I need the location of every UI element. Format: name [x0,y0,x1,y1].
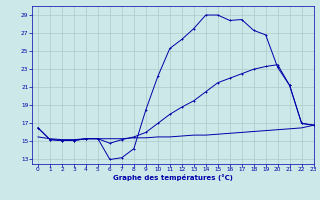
X-axis label: Graphe des températures (°C): Graphe des températures (°C) [113,174,233,181]
